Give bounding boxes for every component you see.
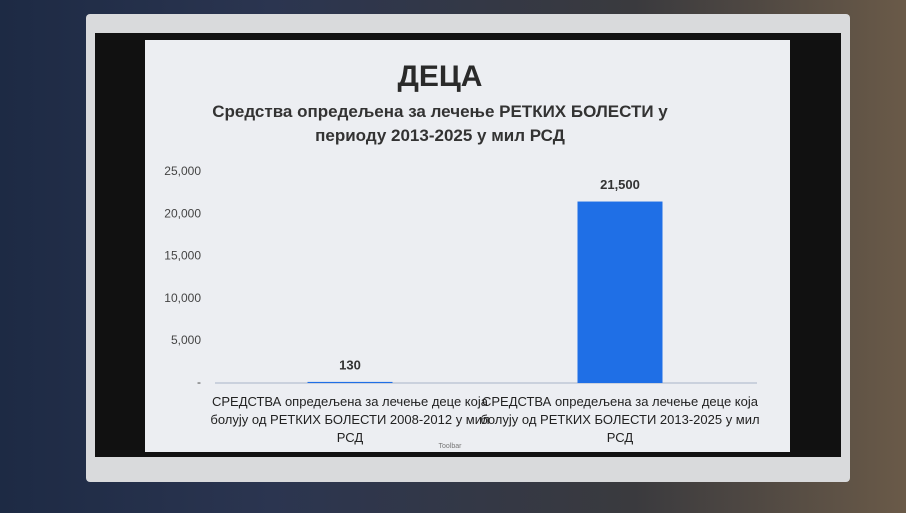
chart-title: ДЕЦА — [397, 60, 483, 93]
chart-subtitle: Средства опредељена за лечење РЕТКИХ БОЛ… — [212, 102, 668, 145]
x-tick-label: СРЕДСТВА опредељена за лечење деце која … — [210, 394, 490, 445]
value-label: 130 — [339, 357, 361, 372]
value-label: 21,500 — [600, 177, 640, 192]
toolbar-label: Toolbar — [438, 443, 462, 450]
y-tick-label: - — [197, 375, 201, 389]
y-tick-label: 20,000 — [164, 206, 201, 220]
y-tick-label: 25,000 — [164, 164, 201, 178]
y-tick-label: 5,000 — [171, 333, 201, 347]
y-tick-label: 15,000 — [164, 249, 201, 263]
y-tick-label: 10,000 — [164, 291, 201, 305]
x-tick-label: СРЕДСТВА опредељена за лечење деце која … — [480, 394, 760, 445]
bar — [577, 201, 663, 383]
bar — [307, 381, 393, 383]
